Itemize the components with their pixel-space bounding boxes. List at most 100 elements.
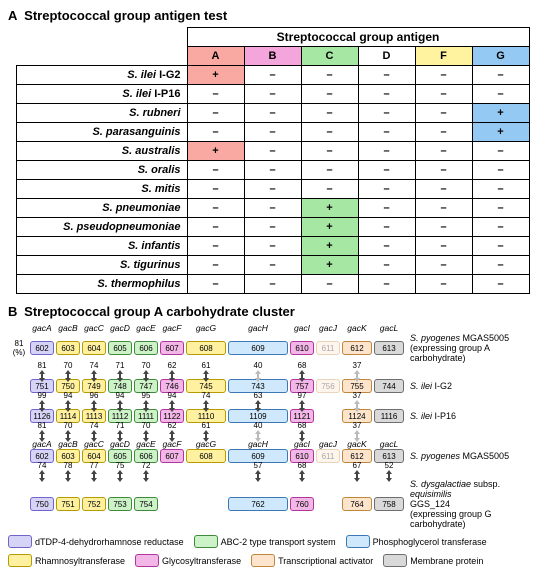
legend-swatch: [383, 554, 407, 567]
antigen-cell: –: [301, 142, 358, 161]
gene-label: gacG: [186, 323, 226, 333]
homology-arrow: 70: [56, 422, 80, 442]
antigen-table: Streptococcal group antigenABCDFGS. ilei…: [16, 27, 530, 294]
homology-arrow: 62: [160, 362, 184, 382]
gene-box: 604: [82, 341, 106, 355]
homology-arrow: 78: [56, 462, 80, 482]
antigen-cell: –: [301, 85, 358, 104]
gene-box: 607: [160, 449, 184, 463]
gene-box: 762: [228, 497, 288, 511]
gene-label: gacA: [30, 323, 54, 333]
gene-box: 753: [108, 497, 132, 511]
homology-arrow: 71: [108, 362, 132, 382]
antigen-cell: –: [472, 256, 529, 275]
antigen-cell: –: [415, 256, 472, 275]
antigen-cell: –: [415, 275, 472, 294]
gene-box: 602: [30, 341, 54, 355]
species-name: S. thermophilus: [16, 275, 187, 294]
homology-arrow: 72: [134, 462, 158, 482]
antigen-cell: –: [358, 218, 415, 237]
antigen-cell: –: [415, 104, 472, 123]
antigen-cell: +: [472, 123, 529, 142]
col-G: G: [472, 47, 529, 66]
antigen-cell: –: [358, 161, 415, 180]
species-name: S. infantis: [16, 237, 187, 256]
antigen-cell: –: [244, 85, 301, 104]
antigen-cell: –: [244, 123, 301, 142]
homology-arrow: 74: [186, 392, 226, 412]
antigen-cell: –: [244, 218, 301, 237]
gene-box: 760: [290, 497, 314, 511]
species-name: S. pseudopneumoniae: [16, 218, 187, 237]
gene-box: 605: [108, 341, 132, 355]
gene-label: gacJ: [316, 323, 340, 333]
homology-arrow: 94: [56, 392, 80, 412]
homology-arrow: 68: [290, 462, 314, 482]
antigen-cell: –: [472, 237, 529, 256]
species-name: S. ilei I-P16: [16, 85, 187, 104]
homology-arrow: 40: [228, 422, 288, 442]
homology-arrow: 71: [108, 422, 132, 442]
homology-arrow: 57: [228, 462, 288, 482]
legend-label: Membrane protein: [410, 556, 483, 566]
col-B: B: [244, 47, 301, 66]
antigen-cell: –: [244, 142, 301, 161]
antigen-cell: –: [415, 180, 472, 199]
antigen-cell: –: [415, 218, 472, 237]
antigen-cell: –: [244, 161, 301, 180]
antigen-cell: –: [244, 104, 301, 123]
homology-arrow: 40: [228, 362, 288, 382]
antigen-cell: –: [244, 237, 301, 256]
antigen-cell: –: [187, 256, 244, 275]
legend-swatch: [251, 554, 275, 567]
legend-label: ABC-2 type transport system: [221, 537, 336, 547]
antigen-cell: +: [301, 256, 358, 275]
gene-label: gacD: [108, 323, 132, 333]
antigen-cell: –: [472, 85, 529, 104]
antigen-cell: +: [301, 199, 358, 218]
gene-box: 1116: [374, 409, 404, 423]
gene-box: 612: [342, 341, 372, 355]
homology-arrow: 74: [82, 362, 106, 382]
gene-box: 607: [160, 341, 184, 355]
species-name: S. mitis: [16, 180, 187, 199]
panel-a-label: A: [8, 8, 17, 23]
col-D: D: [358, 47, 415, 66]
antigen-cell: –: [358, 66, 415, 85]
gene-label: gacH: [228, 323, 288, 333]
homology-arrow: 74: [30, 462, 54, 482]
antigen-cell: –: [244, 66, 301, 85]
antigen-cell: –: [301, 123, 358, 142]
strain-label: S. dysgalactiae subsp. equisimilisGGS_12…: [410, 479, 530, 529]
antigen-cell: –: [415, 142, 472, 161]
antigen-cell: –: [244, 275, 301, 294]
gene-label: gacE: [134, 323, 158, 333]
legend-item: ABC-2 type transport system: [194, 535, 336, 548]
antigen-cell: –: [187, 275, 244, 294]
homology-arrow: 81: [30, 362, 54, 382]
antigen-cell: +: [472, 104, 529, 123]
gene-label: gacJ: [316, 439, 340, 449]
gene-box: 608: [186, 449, 226, 463]
homology-arrow: 61: [186, 362, 226, 382]
legend-item: Rhamnosyltransferase: [8, 554, 125, 567]
gene-box: 750: [30, 497, 54, 511]
panel-a: A Streptococcal group antigen test Strep…: [8, 8, 537, 294]
legend-item: dTDP-4-dehydrorhamnose reductase: [8, 535, 184, 548]
antigen-cell: –: [472, 218, 529, 237]
legend-label: Rhamnosyltransferase: [35, 556, 125, 566]
homology-arrow: 37: [342, 392, 372, 412]
antigen-cell: –: [415, 161, 472, 180]
antigen-cell: –: [358, 256, 415, 275]
panel-b: B Streptococcal group A carbohydrate clu…: [8, 304, 537, 567]
homology-arrow: 99: [30, 392, 54, 412]
strain-label: S. ilei I-P16: [410, 411, 456, 421]
antigen-cell: –: [244, 199, 301, 218]
strain-label: S. ilei I-G2: [410, 381, 452, 391]
legend-swatch: [8, 535, 32, 548]
homology-arrow: 67: [342, 462, 372, 482]
gene-box: 611: [316, 449, 340, 463]
gene-box: 611: [316, 341, 340, 355]
antigen-cell: –: [415, 123, 472, 142]
gene-box: 603: [56, 341, 80, 355]
